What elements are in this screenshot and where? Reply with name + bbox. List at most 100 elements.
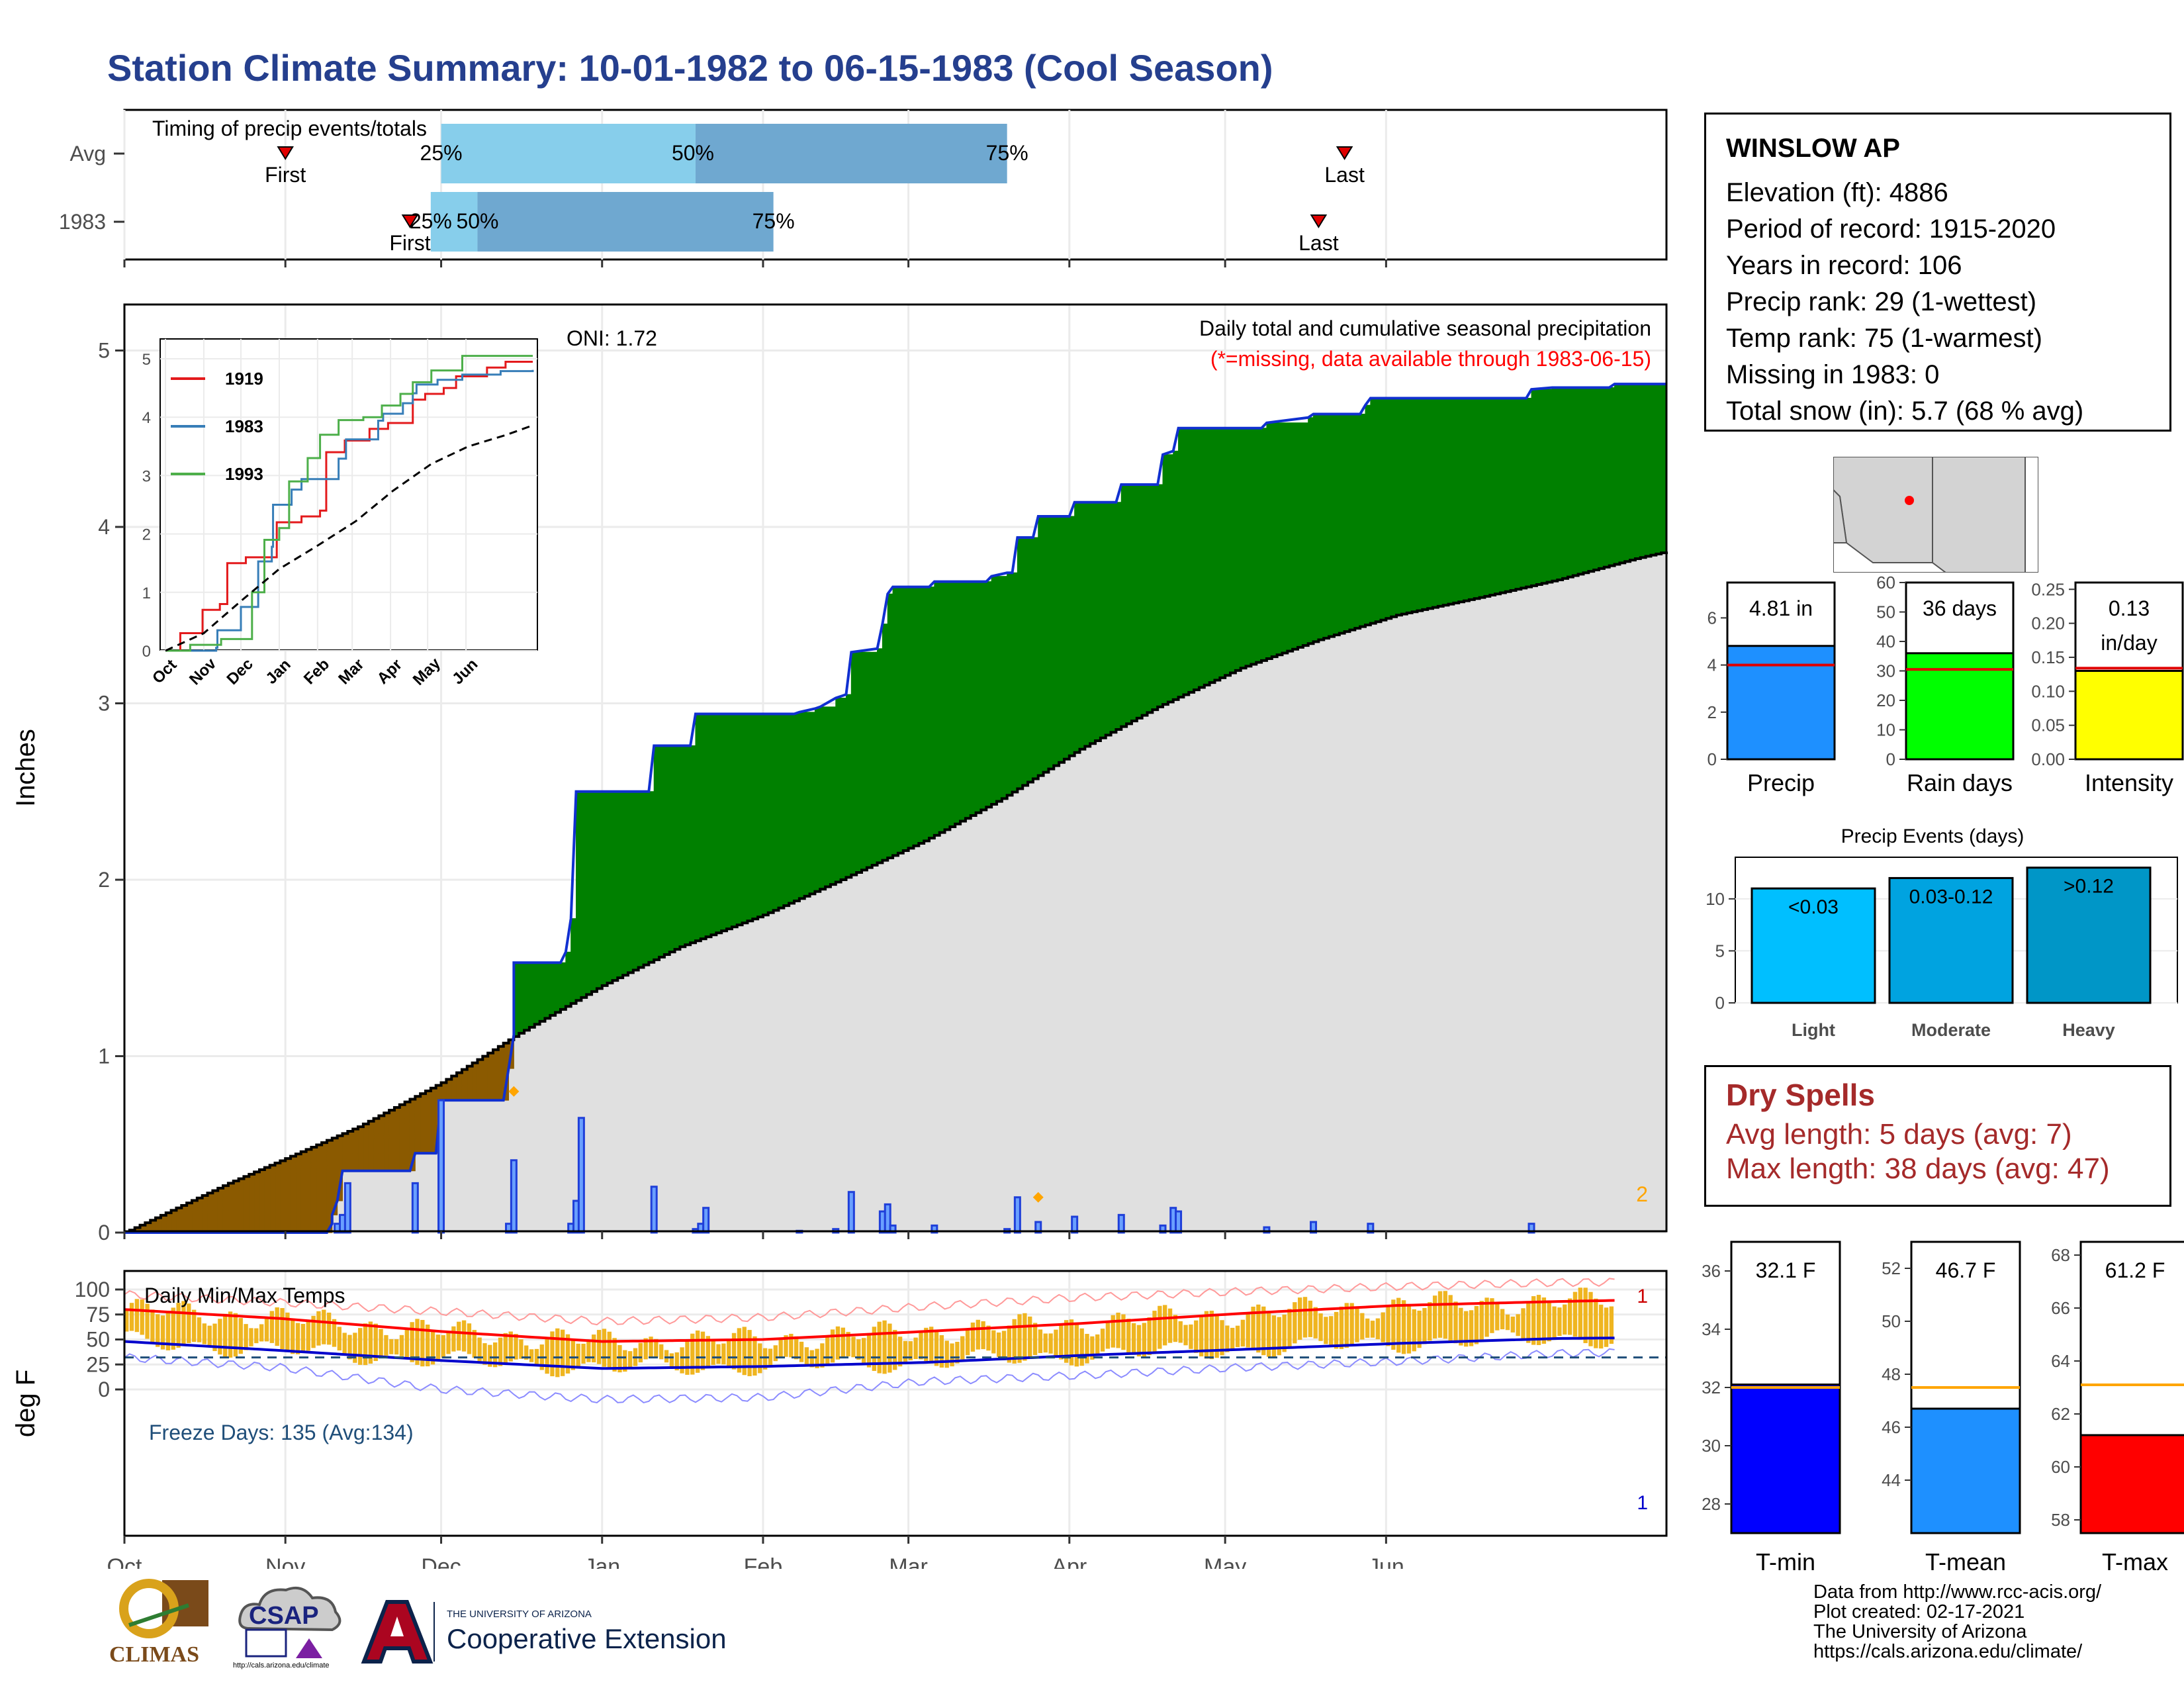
daily-temp-bar bbox=[176, 1303, 181, 1348]
y-tick-label: 0 bbox=[1715, 993, 1725, 1013]
daily-temp-bar bbox=[140, 1299, 144, 1335]
y-tick-label: 20 bbox=[1876, 690, 1895, 710]
daily-temp-bar bbox=[586, 1340, 591, 1362]
event-category-label: Moderate bbox=[1911, 1020, 1991, 1040]
summary-bar bbox=[2079, 1434, 2184, 1534]
daily-temp-bar bbox=[1412, 1309, 1416, 1352]
station-line: Temp rank: 75 (1-warmest) bbox=[1726, 324, 2042, 353]
y-tick-label: 32 bbox=[1702, 1378, 1721, 1397]
daily-temp-bar bbox=[1448, 1295, 1453, 1341]
daily-temp-bar bbox=[596, 1330, 602, 1364]
daily-temp-bar bbox=[337, 1327, 341, 1351]
y-tick-label: 62 bbox=[2051, 1404, 2070, 1424]
inset-y-tick-label: 0 bbox=[142, 643, 151, 661]
daily-temp-bar bbox=[773, 1345, 778, 1362]
daily-temp-bar bbox=[1214, 1314, 1219, 1358]
station-line: Precip rank: 29 (1-wettest) bbox=[1726, 287, 2037, 316]
daily-temp-bar bbox=[1344, 1303, 1349, 1348]
daily-temp-bar bbox=[617, 1344, 622, 1373]
y-tick-label: 0.00 bbox=[2031, 749, 2065, 769]
daily-temp-bar bbox=[384, 1335, 388, 1356]
daily-precip-bar bbox=[1263, 1226, 1271, 1234]
dry-spells-panel: Dry Spells Avg length: 5 days (avg: 7) M… bbox=[1704, 1065, 2171, 1207]
footer-line: Data from http://www.rcc-acis.org/ bbox=[1813, 1581, 2102, 1603]
summary-axis-label: Rain days bbox=[1907, 769, 2013, 796]
x-tick-label: Oct bbox=[107, 1554, 142, 1569]
daily-temp-bar bbox=[674, 1352, 679, 1371]
last-label: Last bbox=[1298, 231, 1339, 255]
daily-precip-bar bbox=[1117, 1213, 1125, 1234]
daily-temp-bar bbox=[627, 1351, 633, 1370]
y-axis-label: deg F bbox=[11, 1370, 40, 1437]
daily-temp-bar bbox=[1256, 1304, 1261, 1353]
event-bar bbox=[2026, 867, 2152, 1004]
daily-temp-bar bbox=[752, 1336, 757, 1376]
daily-temp-bar bbox=[259, 1324, 264, 1342]
daily-temp-bar bbox=[1220, 1320, 1224, 1356]
record-low-note: 1 bbox=[1637, 1492, 1648, 1514]
daily-temp-bar bbox=[659, 1344, 664, 1360]
y-tick-label: 4 bbox=[98, 515, 110, 539]
daily-temp-bar bbox=[903, 1340, 908, 1363]
station-name: WINSLOW AP bbox=[1726, 134, 1900, 163]
daily-temp-bar bbox=[778, 1340, 783, 1358]
daily-temp-bar bbox=[809, 1350, 814, 1368]
dry-spells-avg: Avg length: 5 days (avg: 7) bbox=[1726, 1118, 2072, 1150]
daily-temp-bar bbox=[295, 1323, 300, 1354]
chart-title: Daily Min/Max Temps bbox=[144, 1284, 345, 1307]
daily-temp-bar bbox=[1194, 1320, 1199, 1353]
daily-temp-bar bbox=[488, 1344, 492, 1367]
last-marker bbox=[1310, 214, 1328, 228]
legend-label: 1983 bbox=[225, 416, 263, 436]
avg-max-line bbox=[124, 1299, 1615, 1343]
dry-spells-title: Dry Spells bbox=[1726, 1078, 1875, 1112]
daily-temp-bar bbox=[1012, 1319, 1017, 1364]
daily-temp-bar bbox=[981, 1321, 985, 1350]
legend-label: 1993 bbox=[225, 464, 263, 484]
daily-precip-bar bbox=[437, 1099, 445, 1234]
daily-temp-bar bbox=[1547, 1302, 1551, 1342]
daily-temp-bar bbox=[1536, 1295, 1541, 1345]
daily-temp-bar bbox=[171, 1307, 175, 1350]
x-tick-label: Feb bbox=[744, 1554, 783, 1569]
y-tick-label: 52 bbox=[1882, 1258, 1901, 1278]
daily-temp-bar bbox=[794, 1336, 799, 1360]
y-tick-label: 60 bbox=[2051, 1457, 2070, 1477]
daily-temp-bar bbox=[1318, 1313, 1323, 1341]
daily-temp-bar bbox=[311, 1315, 316, 1348]
summary-value-label: 36 days bbox=[1923, 596, 1997, 620]
y-tick-label: 48 bbox=[1882, 1364, 1901, 1384]
daily-temp-bar bbox=[1136, 1325, 1142, 1357]
daily-temp-bar bbox=[207, 1325, 212, 1348]
summary-axis-label: T-mean bbox=[1925, 1548, 2006, 1575]
daily-temp-bar bbox=[1059, 1324, 1064, 1360]
daily-temp-bar bbox=[529, 1349, 534, 1362]
daily-temp-bar bbox=[1023, 1313, 1027, 1361]
daily-temp-bar bbox=[908, 1341, 913, 1360]
daily-temp-bar bbox=[1054, 1329, 1058, 1356]
daily-temp-bar bbox=[1609, 1306, 1614, 1344]
daily-temp-bar bbox=[191, 1309, 197, 1342]
summary-bar bbox=[1726, 645, 1836, 761]
daily-temp-bar bbox=[1007, 1325, 1012, 1363]
daily-temp-bar bbox=[592, 1335, 596, 1363]
daily-temp-bar bbox=[862, 1338, 866, 1364]
daily-temp-bar bbox=[1121, 1314, 1126, 1350]
page-title: Station Climate Summary: 10-01-1982 to 0… bbox=[107, 47, 1273, 89]
daily-temp-bar bbox=[1147, 1317, 1152, 1356]
daily-temp-bar bbox=[1500, 1309, 1505, 1330]
daily-temp-bar bbox=[1334, 1311, 1339, 1349]
daily-temp-bar bbox=[1152, 1311, 1157, 1352]
daily-temp-bar bbox=[254, 1328, 259, 1344]
daily-temp-bar bbox=[1381, 1312, 1385, 1342]
daily-temp-bar bbox=[457, 1321, 461, 1351]
summary-value-label: 32.1 F bbox=[1756, 1258, 1816, 1282]
y-tick-label: 0.10 bbox=[2031, 681, 2065, 701]
daily-temp-bar bbox=[960, 1336, 965, 1360]
daily-temp-bar bbox=[846, 1332, 850, 1357]
event-bar-label: 0.03-0.12 bbox=[1909, 886, 1993, 908]
daily-temp-bar bbox=[1505, 1314, 1510, 1331]
daily-temp-bar bbox=[1271, 1315, 1277, 1357]
daily-temp-bar bbox=[721, 1343, 726, 1365]
precip-chart: 0 1 2 3 4 5 Inches Daily total and cumulative s… bbox=[11, 303, 1668, 1244]
